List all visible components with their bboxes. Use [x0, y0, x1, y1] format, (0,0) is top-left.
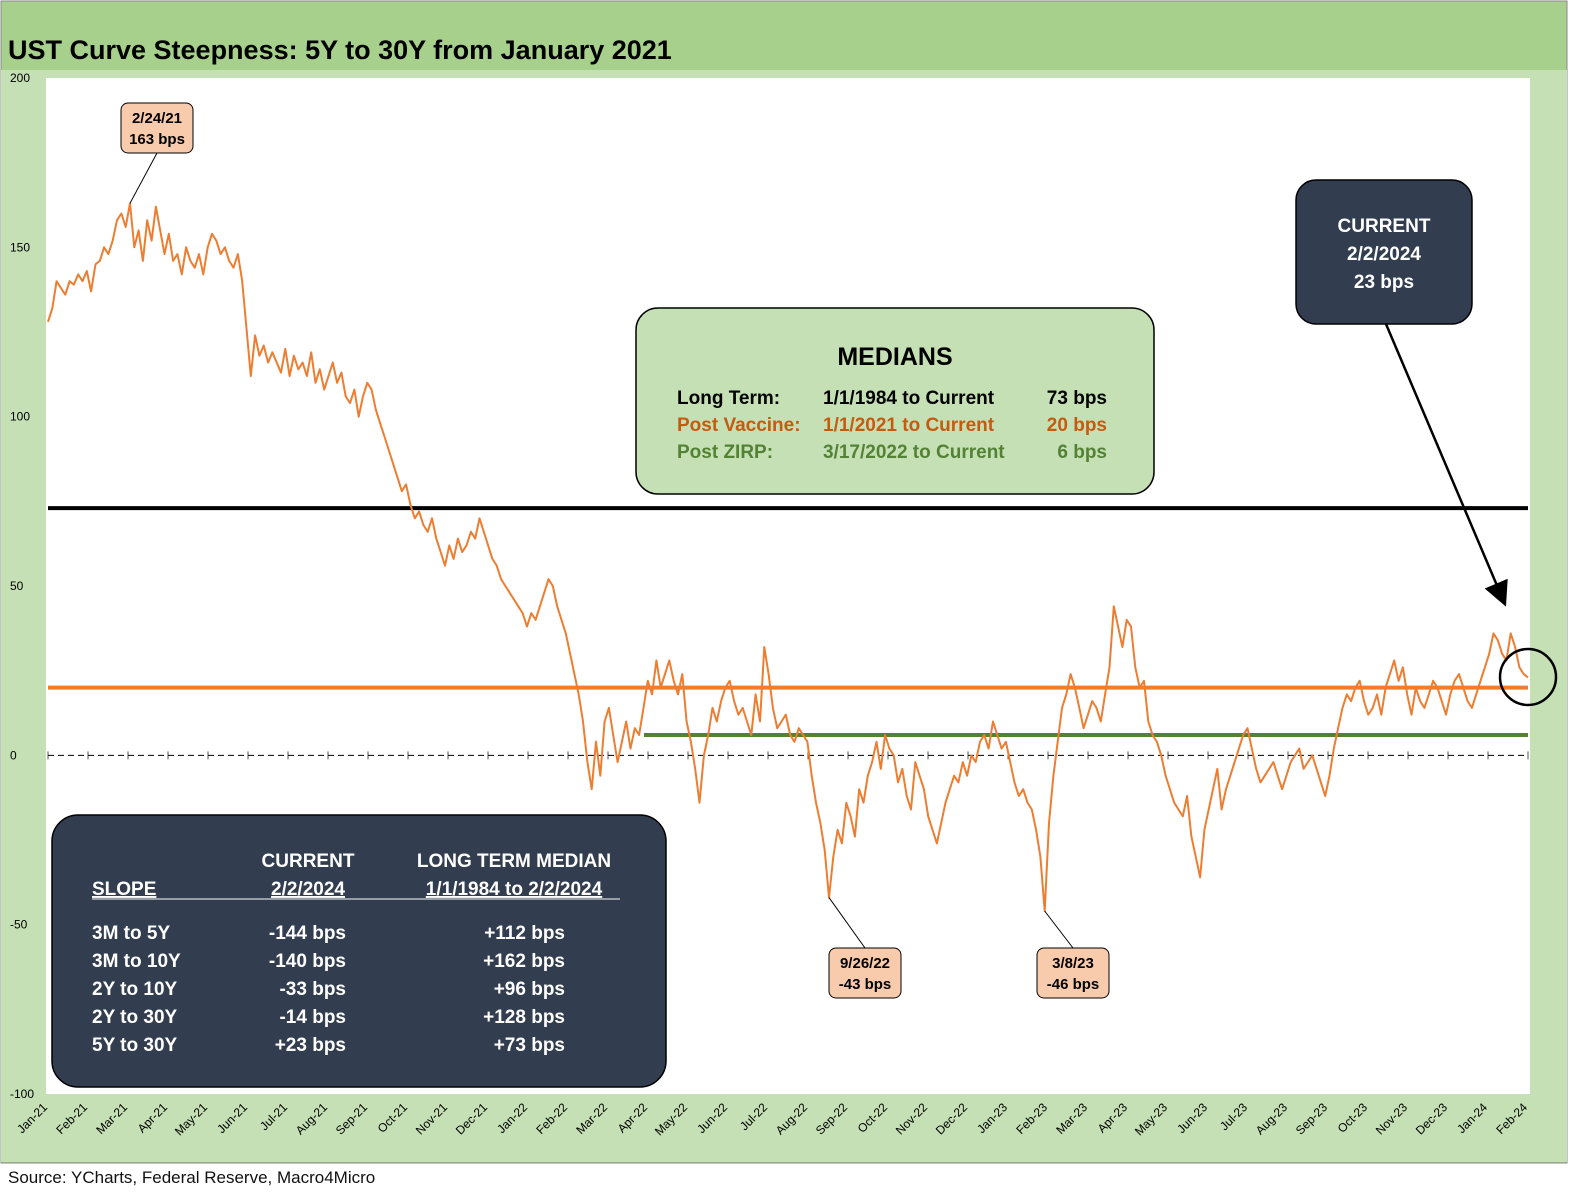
medians-row-zirp-value: 6 bps [1057, 442, 1107, 463]
trough2-callout-box [1036, 947, 1110, 999]
medians-box: MEDIANS Long Term: 1/1/1984 to Current 7… [635, 307, 1155, 495]
peak-callout-leader [129, 152, 158, 204]
slope-header-median: LONG TERM MEDIAN [417, 851, 611, 872]
trough2-callout-date: 3/8/23 [1052, 955, 1094, 972]
medians-row-long-label: Long Term: [677, 388, 780, 409]
current-circle [1498, 647, 1558, 707]
slope-row-median: +96 bps [494, 979, 565, 1000]
slope-row-current: -14 bps [279, 1007, 346, 1028]
y-tick-label: -100 [10, 1087, 34, 1101]
slope-row-label: 3M to 10Y [92, 951, 181, 972]
annotations: 2/24/21 163 bps 9/26/22 -43 bps 3/8/23 -46 bp… [120, 102, 1110, 999]
y-tick-label: 100 [10, 410, 30, 424]
medians-row-vaccine-label: Post Vaccine: [677, 415, 801, 436]
trough2-callout-value: -46 bps [1047, 976, 1100, 993]
slope-row-median: +128 bps [483, 1007, 565, 1028]
trough1-callout-leader [828, 897, 866, 949]
medians-row-long-value: 73 bps [1047, 388, 1107, 409]
medians-row-zirp-label: Post ZIRP: [677, 442, 773, 463]
y-tick-label: -50 [10, 918, 28, 932]
slope-row-label: 2Y to 30Y [92, 1007, 178, 1028]
slope-row-label: 2Y to 10Y [92, 979, 178, 1000]
slope-row-label: 5Y to 30Y [92, 1035, 178, 1056]
source-note: Source: YCharts, Federal Reserve, Macro4… [8, 1168, 376, 1187]
spread-series [47, 202, 1529, 913]
slope-header-median-range: 1/1/1984 to 2/2/2024 [426, 879, 603, 900]
current-callout: CURRENT 2/2/2024 23 bps [1295, 179, 1558, 707]
slope-header-slope: SLOPE [92, 879, 156, 900]
slope-header-current-date: 2/2/2024 [271, 879, 345, 900]
medians-row-zirp-range: 3/17/2022 to Current [823, 442, 1005, 463]
slope-header-current: CURRENT [262, 851, 355, 872]
y-tick-label: 50 [10, 579, 24, 593]
slope-row-median: +73 bps [494, 1035, 565, 1056]
current-callout-title: CURRENT [1338, 216, 1431, 237]
trough1-callout-box [828, 947, 902, 999]
y-axis: -100 -50 0 50 100 150 200 [10, 71, 34, 1101]
slope-row-median: +112 bps [484, 923, 565, 944]
medians-title: MEDIANS [837, 343, 952, 371]
y-tick-label: 150 [10, 240, 30, 254]
current-callout-value: 23 bps [1354, 272, 1414, 293]
y-tick-label: 0 [10, 748, 17, 762]
slope-row-current: -140 bps [269, 951, 346, 972]
y-tick-label: 200 [10, 71, 30, 85]
peak-callout-value: 163 bps [129, 131, 185, 148]
chart-title: UST Curve Steepness: 5Y to 30Y from Janu… [8, 35, 672, 65]
peak-callout-date: 2/24/21 [132, 110, 182, 127]
medians-row-vaccine-range: 1/1/2021 to Current [823, 415, 995, 436]
current-callout-date: 2/2/2024 [1347, 244, 1421, 265]
series-line [47, 202, 1529, 913]
trough2-callout-leader [1044, 910, 1074, 949]
slope-table: CURRENT LONG TERM MEDIAN SLOPE 2/2/2024 … [51, 814, 667, 1088]
slope-row-label: 3M to 5Y [92, 923, 170, 944]
trough1-callout-date: 9/26/22 [840, 955, 890, 972]
slope-row-median: +162 bps [483, 951, 565, 972]
slope-row-current: -144 bps [269, 923, 346, 944]
trough1-callout-value: -43 bps [839, 976, 892, 993]
current-arrow [1384, 323, 1508, 607]
medians-row-vaccine-value: 20 bps [1047, 415, 1107, 436]
slope-row-current: +23 bps [275, 1035, 346, 1056]
medians-row-long-range: 1/1/1984 to Current [823, 388, 995, 409]
slope-row-current: -33 bps [279, 979, 346, 1000]
peak-callout-box [120, 102, 194, 154]
